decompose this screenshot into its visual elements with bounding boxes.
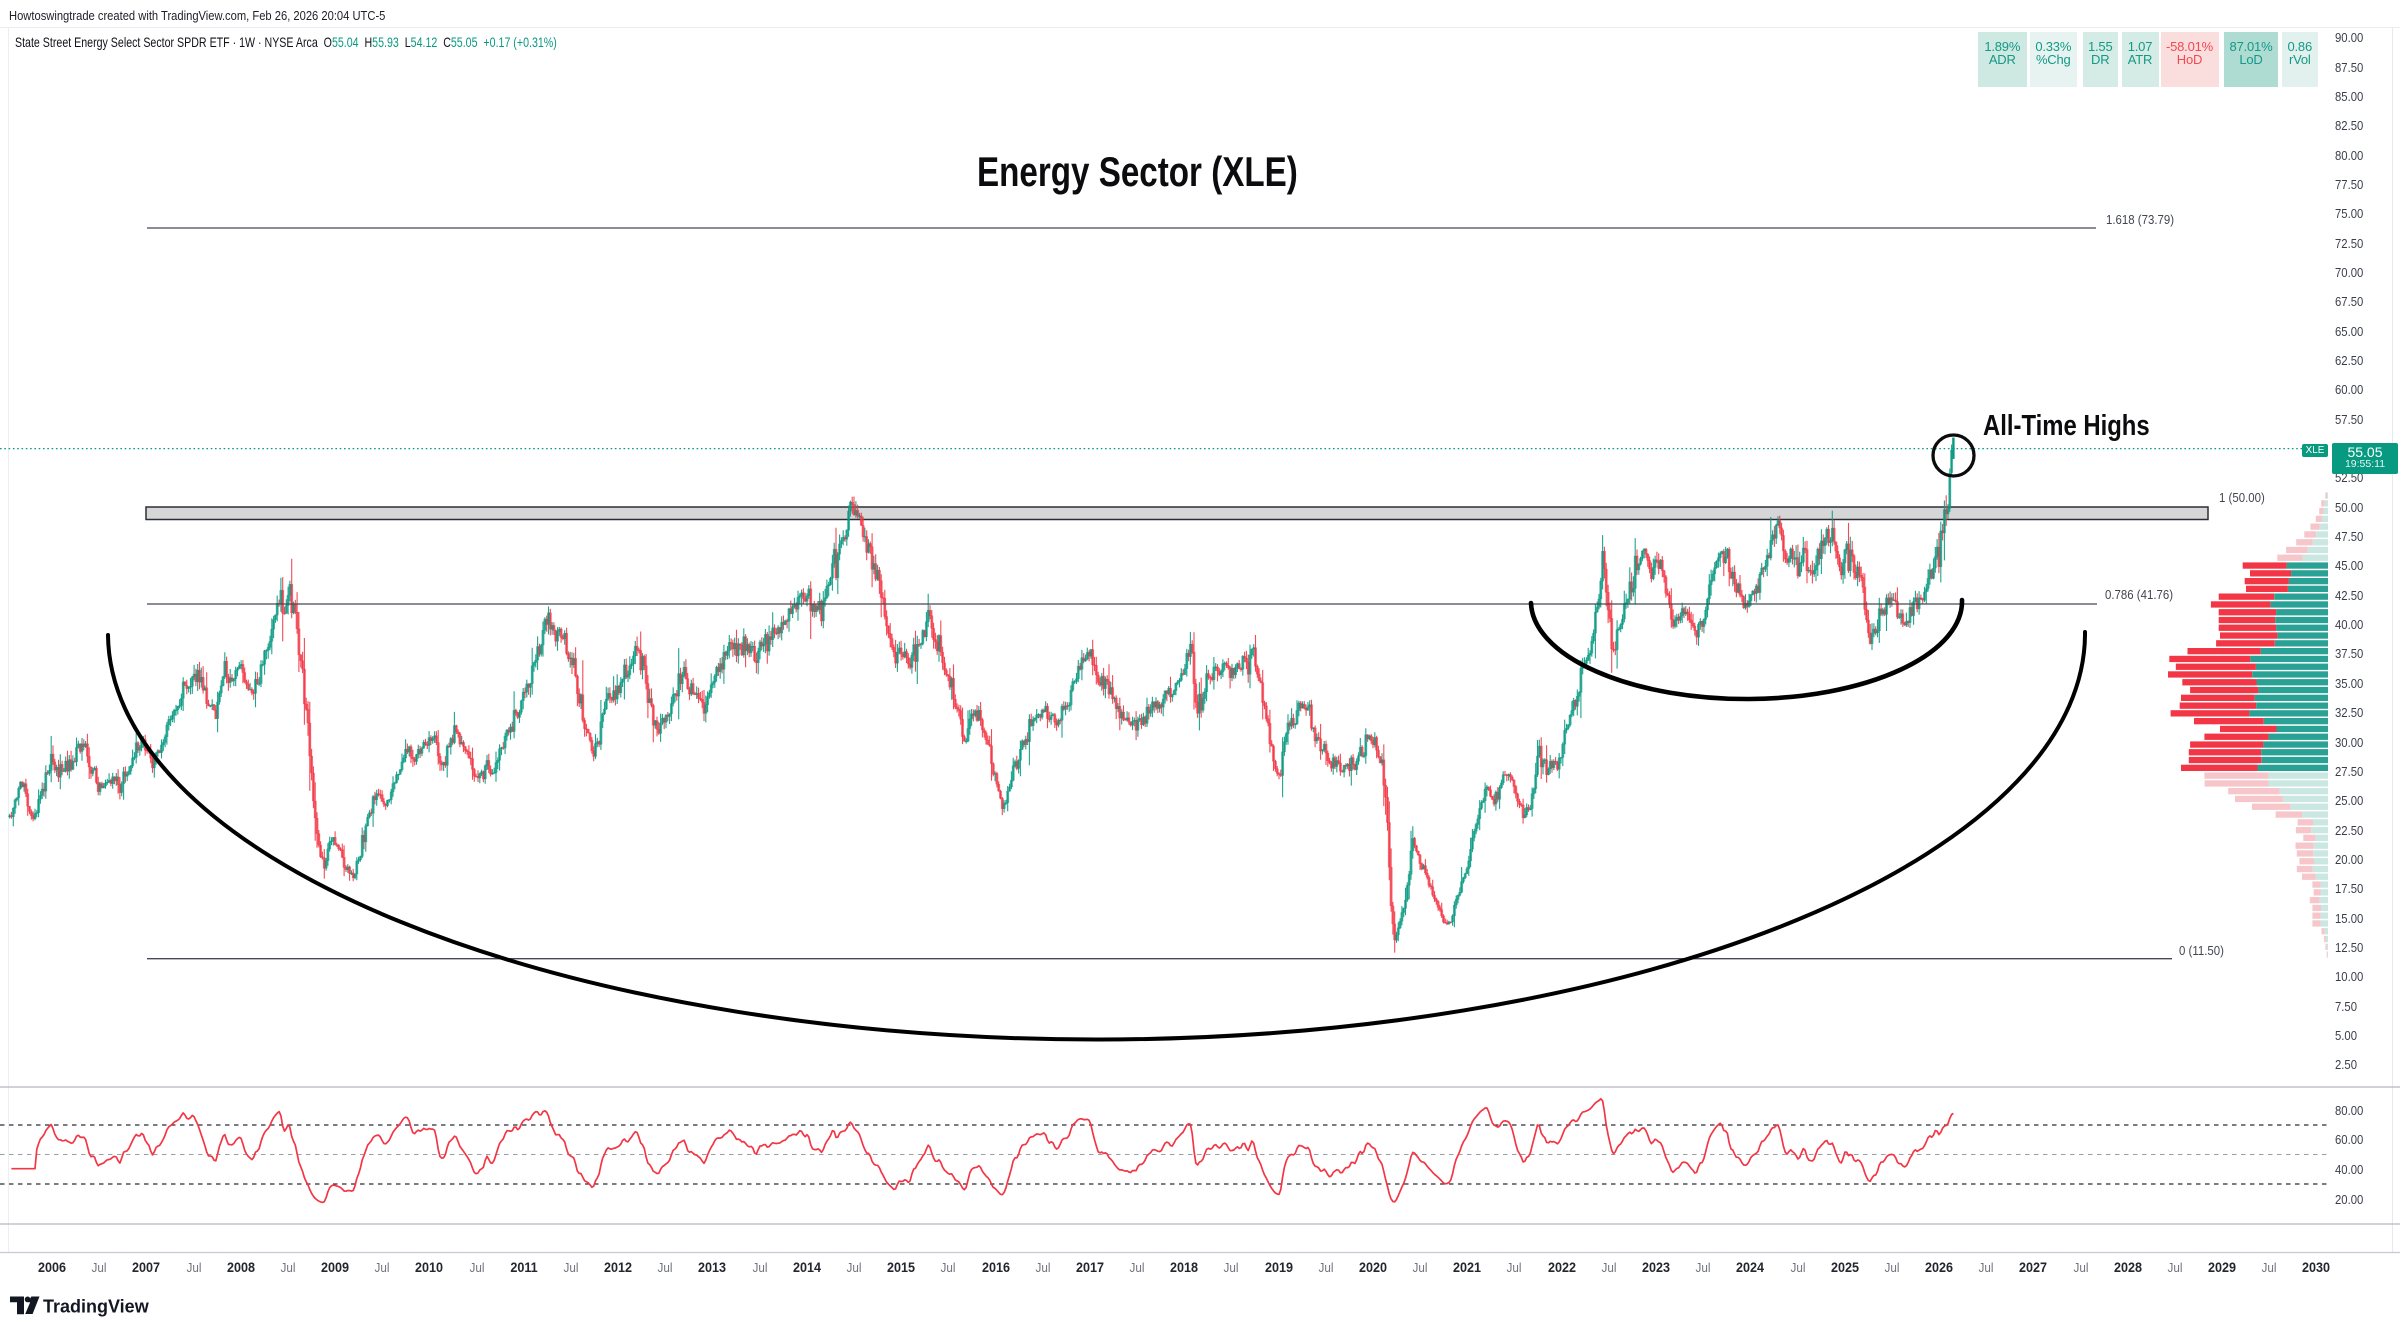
svg-text:TradingView: TradingView <box>43 1297 150 1317</box>
